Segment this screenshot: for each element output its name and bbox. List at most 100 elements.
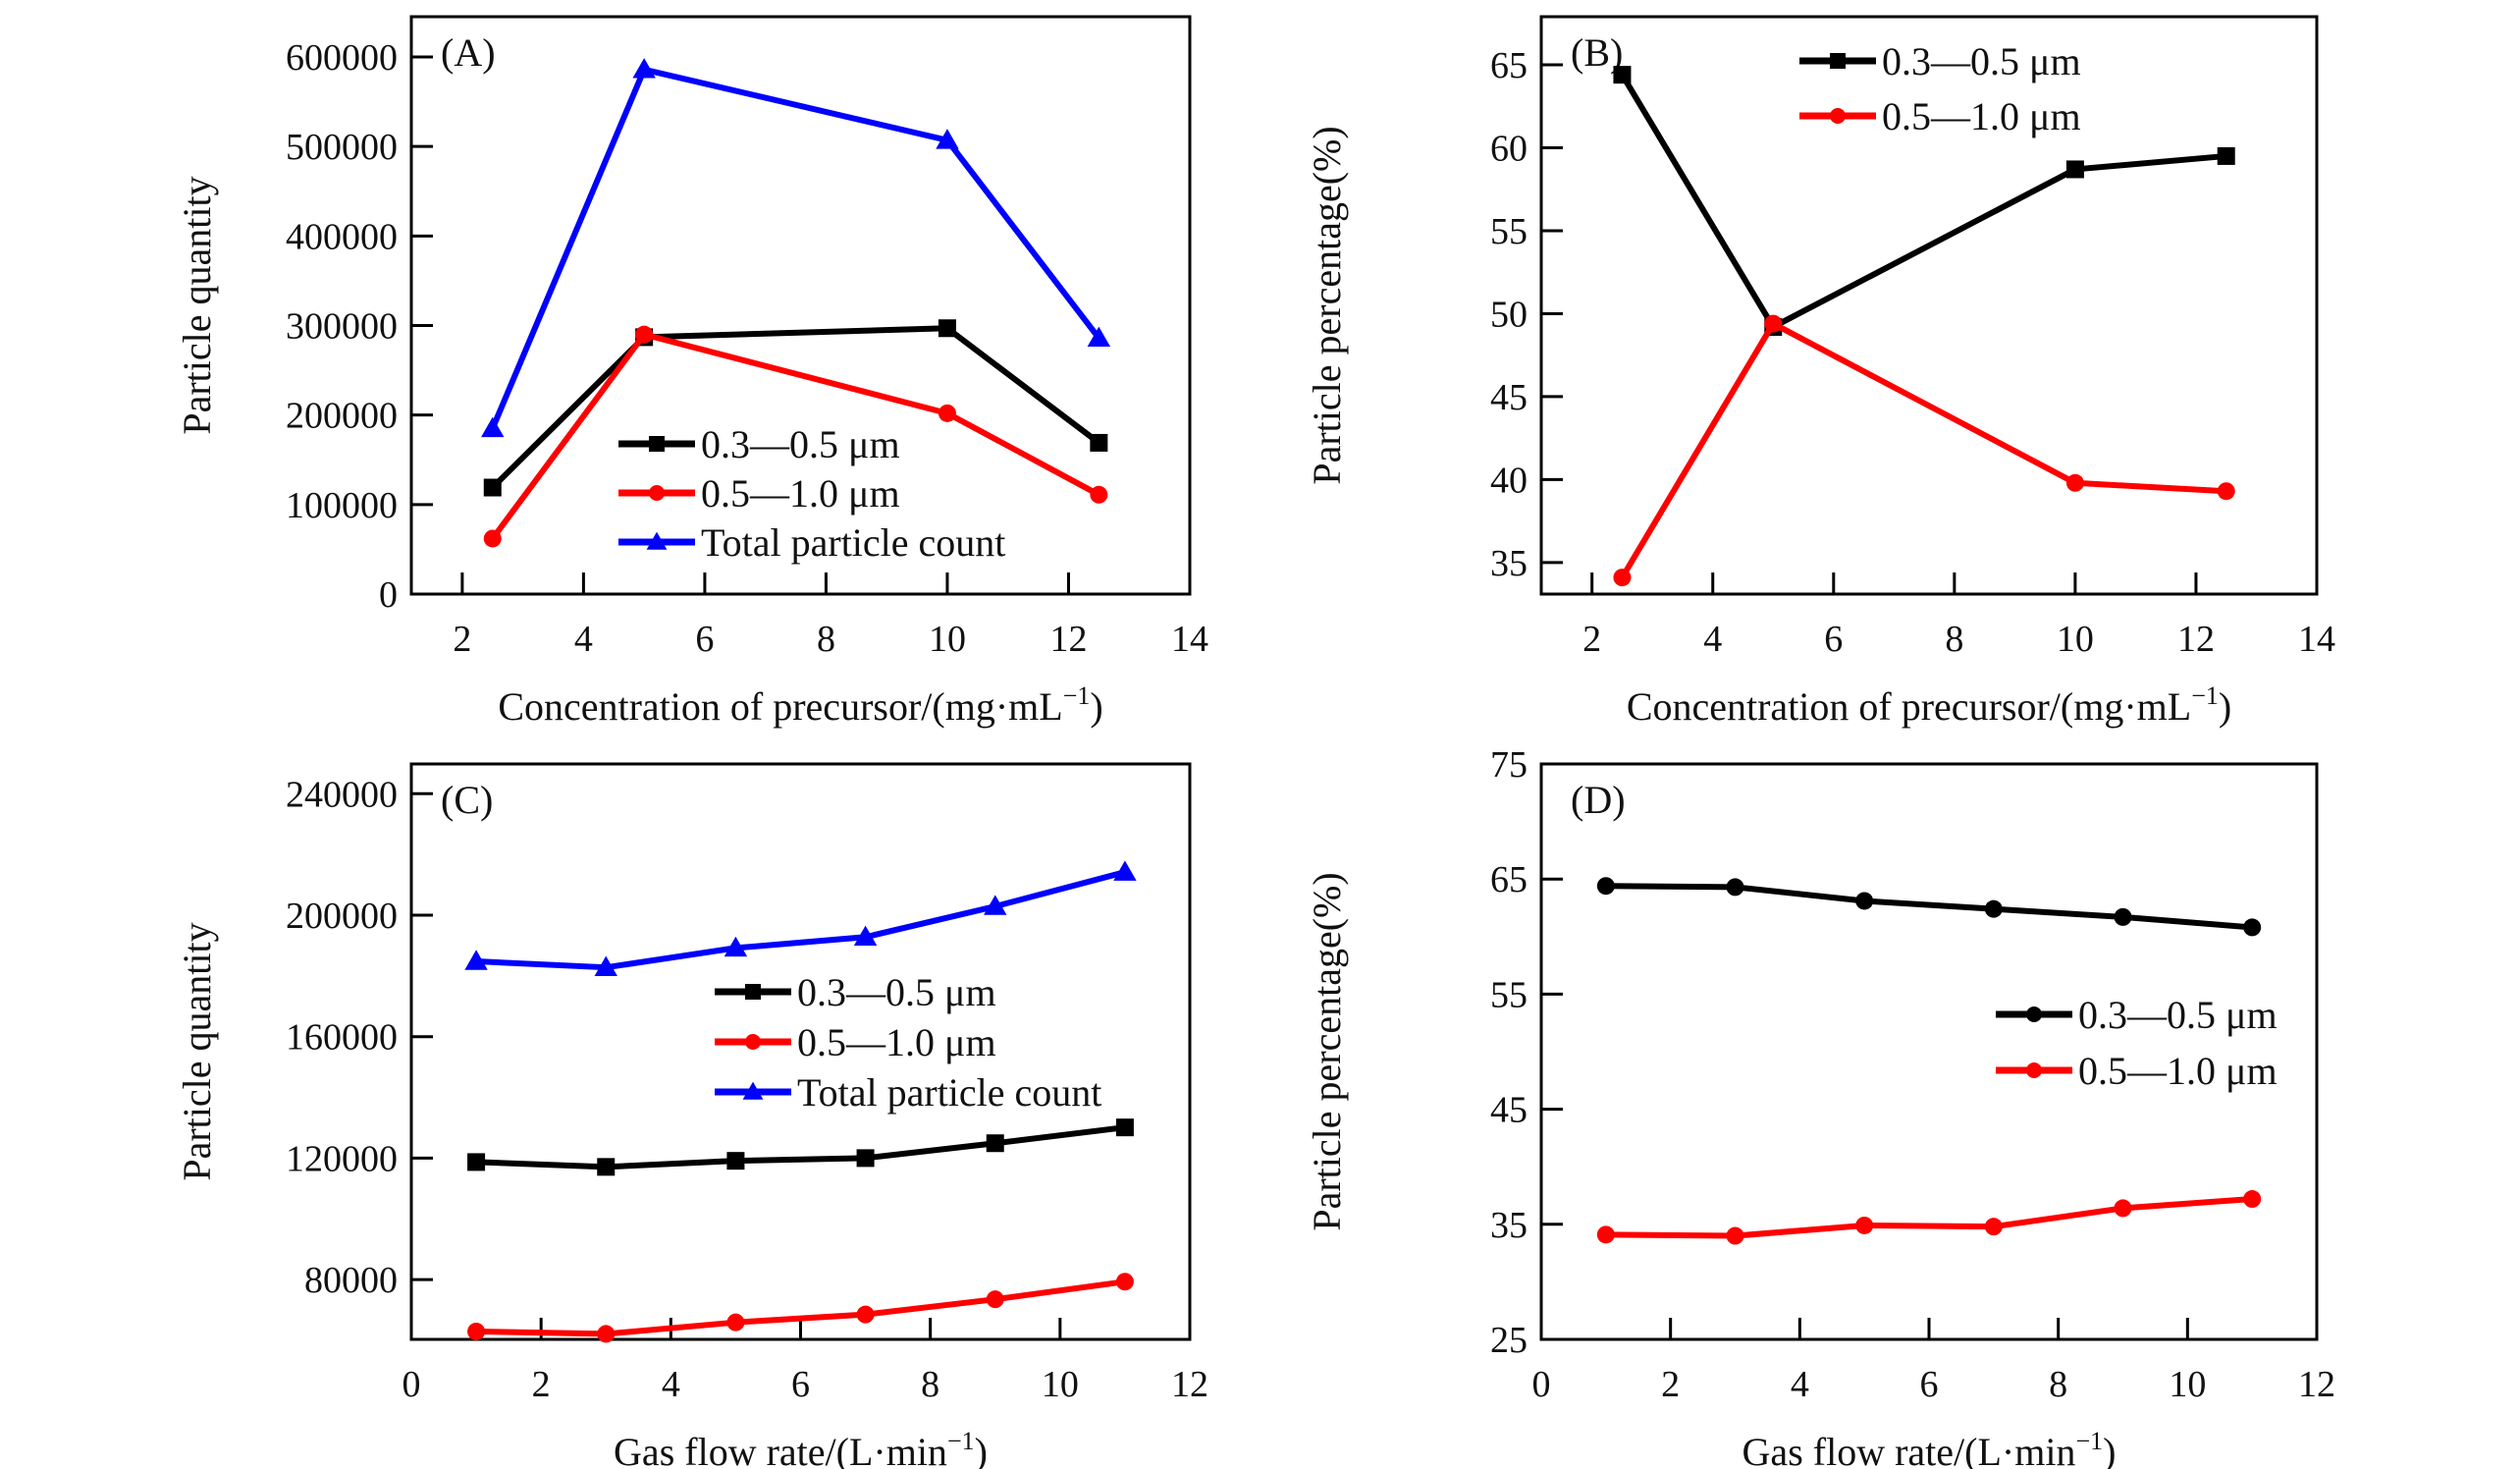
y-tick-label: 500000 — [286, 127, 398, 168]
x-tick-label: 10 — [2057, 619, 2094, 660]
plot-frame — [409, 15, 1192, 596]
y-tick-label: 35 — [1490, 543, 1528, 584]
data-point — [1855, 892, 1874, 910]
data-point — [986, 1134, 1004, 1153]
x-tick-label: 14 — [2298, 619, 2335, 660]
legend-marker — [2026, 1007, 2042, 1022]
x-tick-label: 6 — [695, 619, 714, 660]
y-tick-label: 25 — [1490, 1320, 1528, 1361]
x-tick-label: 2 — [453, 619, 471, 660]
legend-item: 0.3—0.5 μm — [715, 970, 996, 1014]
x-tick-label: 10 — [2169, 1364, 2206, 1405]
data-point — [1115, 1273, 1134, 1291]
legend-marker — [745, 1034, 761, 1050]
data-point — [464, 950, 488, 970]
data-point — [1764, 314, 1783, 333]
legend-item: 0.3—0.5 μm — [1996, 993, 2278, 1037]
legend-label: 0.5—1.0 μm — [2078, 1049, 2278, 1093]
x-tick-label: 12 — [2177, 619, 2215, 660]
series-line — [1605, 883, 2253, 931]
series-line — [1619, 73, 2226, 330]
legend-item: 0.3—0.5 μm — [618, 422, 900, 466]
x-tick-label: 0 — [402, 1364, 421, 1405]
series-line — [490, 331, 1100, 541]
data-point — [2114, 1199, 2132, 1218]
series-2 — [464, 860, 1137, 976]
x-tick-label: 6 — [1824, 619, 1843, 660]
panel-c: 0 2 4 6 8 10 12 80000 120000 160000 200000 240000 (C… — [175, 762, 1208, 1469]
data-point — [724, 936, 748, 957]
y-tick-label: 40 — [1490, 460, 1528, 501]
legend-label: 0.3—0.5 μm — [1882, 39, 2081, 83]
legend-label: 0.3—0.5 μm — [2078, 993, 2278, 1037]
x-axis-title-end: ) — [975, 1430, 988, 1469]
legend-marker — [742, 1081, 764, 1100]
x-tick-label: 2 — [1661, 1364, 1680, 1405]
x-tick-label: 8 — [921, 1364, 939, 1405]
legend-marker — [646, 531, 668, 550]
x-tick-label: 12 — [2298, 1364, 2335, 1405]
x-axis-title-text: Concentration of precursor/(mg·mL — [498, 684, 1062, 729]
x-axis-title-superscript: −1 — [2191, 681, 2219, 710]
x-tick-label: 4 — [1703, 619, 1722, 660]
data-point — [597, 1158, 616, 1176]
plot-frame — [1539, 15, 2319, 596]
y-tick-label: 200000 — [286, 896, 398, 937]
legend-marker — [649, 436, 665, 452]
legend-label: 0.3—0.5 μm — [797, 970, 996, 1014]
data-point — [936, 129, 959, 149]
x-tick-label: 14 — [1171, 619, 1208, 660]
legend-label: 0.5—1.0 μm — [797, 1020, 996, 1064]
y-tick-label: 160000 — [286, 1017, 398, 1059]
series-1 — [467, 1273, 1134, 1343]
x-tick-label: 4 — [662, 1364, 680, 1405]
data-point — [2065, 473, 2084, 492]
series-1 — [1613, 314, 2235, 587]
x-axis-title-end: ) — [1090, 684, 1102, 729]
data-point — [632, 58, 656, 79]
series-line — [475, 869, 1126, 971]
data-point — [1596, 877, 1615, 896]
legend-item: 0.5—1.0 μm — [1996, 1049, 2278, 1093]
y-tick-label: 80000 — [304, 1260, 398, 1301]
legend-item: Total particle count — [715, 1070, 1101, 1115]
series-1 — [1596, 1190, 2262, 1245]
data-point — [481, 416, 505, 438]
series-1 — [483, 325, 1108, 548]
y-axis-title: Particle quantity — [175, 922, 219, 1180]
x-tick-label: 12 — [1171, 1364, 1208, 1405]
data-point — [594, 955, 617, 976]
y-tick-label: 55 — [1490, 211, 1528, 252]
data-point — [597, 1325, 616, 1343]
y-tick-label: 60 — [1490, 128, 1528, 169]
data-point — [1726, 878, 1744, 897]
series-line — [490, 325, 1101, 490]
x-tick-label: 4 — [1791, 1364, 1809, 1405]
data-point — [1613, 66, 1632, 84]
legend-label: 0.5—1.0 μm — [1882, 94, 2081, 138]
series-line — [1605, 1196, 2253, 1239]
y-tick-label: 240000 — [286, 774, 398, 815]
data-point — [1090, 485, 1108, 504]
series-0 — [467, 1118, 1134, 1176]
y-tick-label: 600000 — [286, 37, 398, 79]
data-point — [1087, 326, 1111, 348]
panel-d: 0 2 4 6 8 10 12 25 35 45 55 65 75 (D) Gas flow rate/(L… — [1305, 744, 2335, 1469]
x-tick-label: 10 — [1042, 1364, 1079, 1405]
legend-marker — [649, 485, 665, 501]
panel-label: (D) — [1571, 778, 1626, 822]
data-point — [2243, 918, 2262, 937]
y-axis-title: Particle percentage(%) — [1305, 126, 1349, 484]
data-point — [1115, 1118, 1134, 1137]
x-axis-title-end: ) — [2103, 1430, 2116, 1469]
y-tick-label: 0 — [379, 574, 398, 616]
y-axis-title: Particle percentage(%) — [1305, 872, 1349, 1230]
data-point — [726, 1313, 745, 1332]
legend-label: 0.3—0.5 μm — [701, 422, 900, 466]
data-point — [938, 404, 956, 422]
series-2 — [481, 58, 1111, 438]
data-point — [856, 1305, 875, 1324]
x-axis-title: Gas flow rate/(L·min−1) — [614, 1427, 988, 1469]
series-line — [476, 1279, 1126, 1337]
y-tick-label: 120000 — [286, 1138, 398, 1179]
